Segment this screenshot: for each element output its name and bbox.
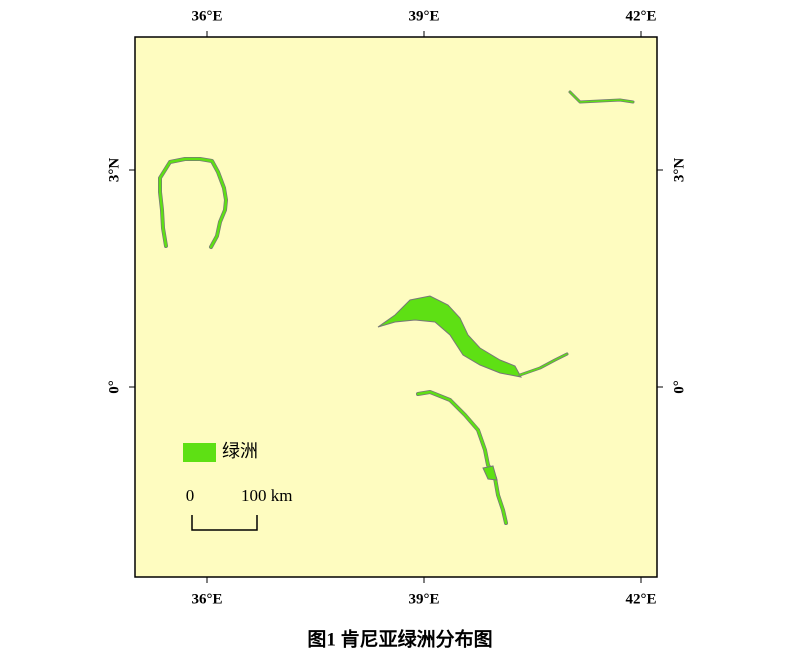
oasis-areas [158, 90, 635, 525]
latitude-label: 0° [671, 380, 687, 394]
latitude-label: 3°N [106, 158, 122, 182]
scale-start: 0 [186, 486, 195, 505]
legend-label: 绿洲 [222, 441, 258, 461]
scale-bar [191, 515, 258, 531]
map-frame [134, 36, 658, 578]
latitude-label: 0° [106, 380, 122, 394]
longitude-label: 42°E [625, 591, 656, 607]
graticule-ticks [129, 31, 663, 583]
longitude-label: 39°E [408, 591, 439, 607]
scale-end: 100 km [241, 486, 292, 505]
longitude-label: 36°E [191, 8, 222, 24]
latitude-label: 3°N [671, 158, 687, 182]
caption: 图1 肯尼亚绿洲分布图 [307, 627, 492, 650]
longitude-label: 36°E [191, 591, 222, 607]
legend-swatch [183, 443, 216, 462]
longitude-label: 39°E [408, 8, 439, 24]
longitude-label: 42°E [625, 8, 656, 24]
